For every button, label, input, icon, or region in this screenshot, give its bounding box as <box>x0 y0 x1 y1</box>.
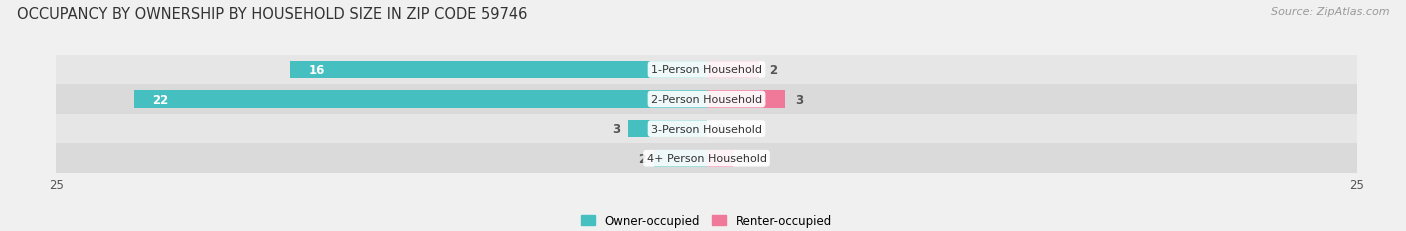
Text: 3: 3 <box>794 93 803 106</box>
Text: 16: 16 <box>308 64 325 77</box>
Bar <box>628 121 707 138</box>
Text: Source: ZipAtlas.com: Source: ZipAtlas.com <box>1271 7 1389 17</box>
Bar <box>707 91 785 108</box>
Bar <box>135 91 707 108</box>
Text: OCCUPANCY BY OWNERSHIP BY HOUSEHOLD SIZE IN ZIP CODE 59746: OCCUPANCY BY OWNERSHIP BY HOUSEHOLD SIZE… <box>17 7 527 22</box>
Bar <box>707 150 733 167</box>
Text: 2: 2 <box>769 64 778 77</box>
Bar <box>56 144 1357 173</box>
Bar <box>56 114 1357 144</box>
Bar <box>56 85 1357 114</box>
Bar <box>56 55 1357 85</box>
Text: 22: 22 <box>152 93 169 106</box>
Text: 3-Person Household: 3-Person Household <box>651 124 762 134</box>
Bar <box>654 150 707 167</box>
Text: 4+ Person Household: 4+ Person Household <box>647 154 766 164</box>
Text: 3: 3 <box>613 123 620 136</box>
Text: 1: 1 <box>742 152 751 165</box>
Legend: Owner-occupied, Renter-occupied: Owner-occupied, Renter-occupied <box>576 210 837 231</box>
Text: 2: 2 <box>638 152 647 165</box>
Text: 0: 0 <box>717 123 725 136</box>
Text: 1-Person Household: 1-Person Household <box>651 65 762 75</box>
Bar <box>707 62 759 79</box>
Bar <box>291 62 707 79</box>
Text: 2-Person Household: 2-Person Household <box>651 95 762 105</box>
